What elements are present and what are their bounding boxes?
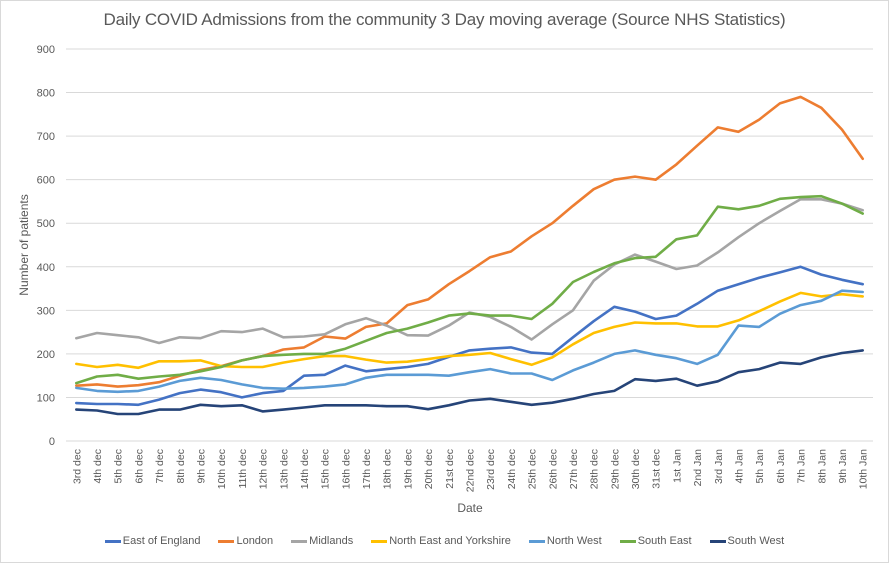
series-line-south-east [75, 194, 865, 385]
x-tick-label: 10th dec [216, 449, 228, 489]
x-tick-label: 24th dec [506, 449, 518, 489]
y-tick-label: 500 [37, 218, 55, 230]
x-tick-label: 25th dec [527, 449, 539, 489]
x-tick-label: 12th dec [258, 449, 270, 489]
x-tick-label: 30th dec [630, 449, 642, 489]
x-tick-label: 18th dec [382, 449, 394, 489]
legend-swatch [528, 539, 545, 543]
legend-swatch [709, 539, 726, 543]
chart-title: Daily COVID Admissions from the communit… [103, 10, 786, 29]
x-tick-label: 5th dec [113, 449, 125, 483]
y-tick-label: 200 [37, 349, 55, 361]
series-line-east-of-england [75, 265, 865, 407]
x-tick-label: 9th dec [196, 449, 208, 483]
series-line-london [75, 95, 865, 388]
legend-label: North East and Yorkshire [389, 535, 511, 547]
x-tick-label: 4th dec [92, 449, 104, 483]
legend-label: South East [637, 535, 692, 547]
legend-swatch [104, 539, 121, 543]
x-tick-label: 7th dec [154, 449, 166, 483]
x-tick-label: 2nd Jan [692, 449, 704, 487]
y-tick-label: 600 [37, 175, 55, 187]
legend-label: Midlands [309, 535, 354, 547]
legend-item-east-of-england: East of England [104, 535, 201, 547]
y-axis-title: Number of patients [17, 194, 31, 295]
x-tick-label: 6th Jan [775, 449, 787, 484]
legend-item-south-east: South East [619, 535, 692, 547]
x-axis-title: Date [457, 501, 483, 515]
x-tick-label: 22nd dec [465, 449, 477, 492]
legend-swatch [619, 539, 636, 543]
series-line-north-west [75, 289, 865, 394]
x-tick-label: 17th dec [361, 449, 373, 489]
y-tick-label: 300 [37, 305, 55, 317]
x-tick-label: 10th Jan [858, 449, 870, 489]
x-tick-label: 19th dec [402, 449, 414, 489]
legend-label: East of England [122, 535, 201, 547]
x-tick-label: 31st dec [651, 449, 663, 489]
x-tick-label: 23rd dec [485, 449, 497, 490]
legend-item-london: London [218, 535, 273, 547]
legend-swatch [218, 539, 235, 543]
y-tick-label: 700 [37, 131, 55, 143]
series-lines [75, 95, 865, 416]
x-tick-label: 8th Jan [816, 449, 828, 484]
x-tick-label: 27th dec [568, 449, 580, 489]
x-tick-label: 13th dec [278, 449, 290, 489]
x-tick-label: 9th Jan [837, 449, 849, 484]
x-tick-label: 8th dec [175, 449, 187, 483]
legend-item-north-west: North West [528, 535, 602, 547]
legend-swatch [291, 539, 308, 543]
series-line-south-west [75, 349, 865, 416]
y-tick-label: 900 [37, 44, 55, 56]
series-line-north-east-and-yorkshire [75, 291, 865, 370]
legend-label: South West [727, 535, 785, 547]
x-tick-label: 3rd dec [71, 449, 83, 484]
y-tick-label: 400 [37, 262, 55, 274]
y-tick-label: 800 [37, 88, 55, 100]
x-tick-label: 5th Jan [754, 449, 766, 484]
legend-label: London [236, 535, 274, 547]
legend-label: North West [546, 535, 602, 547]
x-tick-label: 15th dec [320, 449, 332, 489]
legend: East of England London Midlands North East … [0, 535, 889, 547]
x-tick-label: 28th dec [589, 449, 601, 489]
legend-swatch [371, 539, 388, 543]
x-tick-label: 6th dec [133, 449, 145, 483]
x-tick-label: 26th dec [547, 449, 559, 489]
y-tick-label: 0 [49, 436, 55, 448]
x-tick-label: 3rd Jan [713, 449, 725, 484]
legend-item-south-west: South West [709, 535, 785, 547]
legend-item-north-east-and-yorkshire: North East and Yorkshire [371, 535, 511, 547]
x-tick-label: 7th Jan [796, 449, 808, 484]
x-tick-label: 16th dec [340, 449, 352, 489]
x-tick-label: 14th dec [299, 449, 311, 489]
x-tick-label: 4th Jan [734, 449, 746, 484]
y-axis-ticks: 0 100 200 300 400 500 600 700 800 900 [37, 44, 55, 448]
x-axis-ticks: 3rd dec 4th dec 5th dec 6th dec 7th dec 8th d… [71, 449, 869, 492]
x-tick-label: 29th dec [609, 449, 621, 489]
x-tick-label: 11th dec [237, 449, 249, 489]
y-tick-label: 100 [37, 392, 55, 404]
x-tick-label: 1st Jan [671, 449, 683, 483]
gridlines [66, 48, 873, 442]
legend-item-midlands: Midlands [291, 535, 353, 547]
x-tick-label: 21st dec [444, 449, 456, 489]
x-tick-label: 20th dec [423, 449, 435, 489]
